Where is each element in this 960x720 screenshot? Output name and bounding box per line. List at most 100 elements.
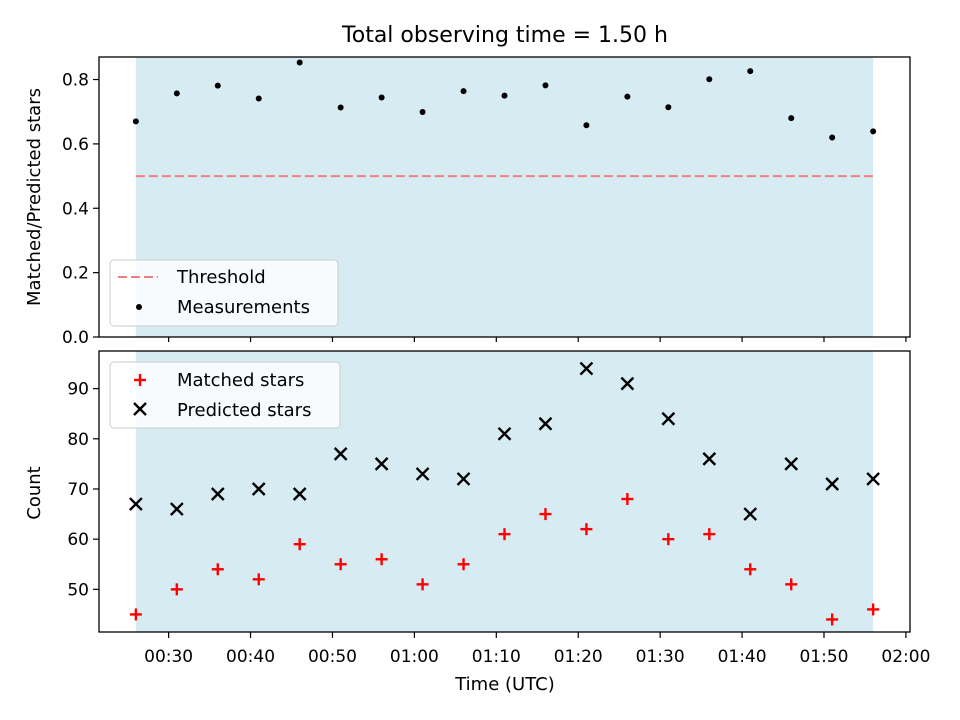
measurement-point [255, 95, 262, 102]
predicted-star-point [620, 376, 635, 391]
bottom-ytick-label: 80 [67, 430, 89, 450]
matched-star-point [170, 583, 183, 596]
predicted-star-point [661, 411, 676, 426]
predicted-star-point [743, 507, 758, 521]
predicted-stars-points [129, 361, 880, 521]
matched-star-point [252, 573, 265, 586]
matched-star-point [867, 603, 880, 616]
top-ytick-label: 0.2 [62, 264, 89, 284]
top-x-ticks [168, 337, 907, 342]
matched-star-point [826, 613, 839, 626]
predicted-star-point [538, 416, 553, 431]
top-legend: Threshold Measurements [109, 259, 339, 327]
predicted-star-point [129, 497, 143, 511]
chart-title: Total observing time = 1.50 h [341, 23, 668, 48]
legend-measurements-label: Measurements [177, 297, 310, 318]
measurement-point [132, 118, 139, 125]
predicted-star-point [374, 457, 389, 471]
measurement-point [542, 82, 549, 89]
bottom-ylabel: Count [24, 466, 45, 519]
top-panel: 0.00.20.40.60.8 Matched/Predicted stars … [24, 56, 911, 348]
measurement-point [870, 128, 877, 135]
xtick-label: 00:30 [144, 647, 193, 667]
predicted-star-point [866, 472, 880, 486]
matched-star-point [621, 493, 634, 506]
measurement-point [419, 109, 426, 116]
xtick-label: 02:00 [881, 647, 930, 667]
top-ytick-label: 0.6 [62, 135, 89, 155]
bottom-y-ticks: 50 60 70 80 90 [67, 380, 99, 600]
predicted-star-point [497, 426, 512, 441]
measurement-point [665, 104, 672, 111]
xtick-label: 01:50 [799, 647, 848, 667]
x-axis-label: Time (UTC) [454, 674, 555, 695]
bottom-ytick-label: 90 [67, 380, 89, 400]
matched-star-point [744, 563, 757, 576]
bottom-ytick-label: 50 [67, 580, 89, 600]
bottom-x-ticks: 00:30 00:40 00:50 01:00 01:10 01:20 01:30 01:40… [144, 632, 930, 667]
predicted-star-point [210, 487, 225, 501]
predicted-star-point [251, 482, 266, 496]
bottom-panel: 50 60 70 80 90 00:30 00:40 00:50 01:00 01:10 01:2… [24, 350, 930, 695]
measurement-point [747, 68, 754, 75]
bottom-ytick-label: 70 [67, 480, 89, 500]
xtick-label: 01:20 [554, 647, 603, 667]
predicted-star-point [169, 502, 184, 516]
measurement-point [829, 134, 836, 141]
measurement-point [460, 88, 467, 95]
top-ytick-label: 0.8 [62, 71, 89, 91]
xtick-label: 01:00 [390, 647, 439, 667]
xtick-label: 01:30 [636, 647, 685, 667]
matched-stars-points [129, 493, 880, 626]
legend-predicted-label: Predicted stars [177, 400, 311, 421]
matched-star-point [211, 563, 224, 576]
bottom-axes-frame [98, 350, 911, 633]
predicted-star-point [702, 452, 717, 466]
matched-star-point [334, 558, 347, 571]
matched-star-point [416, 578, 429, 591]
measurement-point [337, 104, 344, 111]
predicted-star-point [784, 457, 799, 471]
measurement-point [501, 92, 508, 99]
legend-matched-label: Matched stars [177, 370, 304, 391]
xtick-label: 00:50 [308, 647, 357, 667]
measurement-point [624, 93, 631, 100]
matched-star-point [129, 608, 142, 621]
top-ytick-label: 0.4 [62, 199, 89, 219]
top-axes-frame [98, 56, 911, 338]
matched-star-point [539, 508, 552, 521]
matched-star-point [375, 553, 388, 566]
top-ytick-label: 0.0 [62, 328, 89, 348]
bottom-ytick-label: 60 [67, 530, 89, 550]
legend-matched-swatch [134, 374, 146, 386]
xtick-label: 01:40 [718, 647, 767, 667]
matched-star-point [580, 523, 593, 536]
top-y-ticks: 0.0 0.2 0.4 0.6 0.8 [62, 71, 99, 348]
legend-threshold-label: Threshold [176, 267, 266, 288]
matched-star-point [662, 533, 675, 546]
measurement-point [583, 122, 590, 129]
matched-star-point [703, 528, 716, 541]
matched-star-point [785, 578, 798, 591]
legend-predicted-swatch [133, 402, 147, 416]
measurement-point [706, 76, 713, 83]
predicted-star-point [579, 361, 594, 376]
matched-star-point [498, 528, 511, 541]
predicted-star-point [415, 467, 430, 481]
predicted-star-point [825, 477, 840, 491]
measurement-point [378, 94, 385, 101]
predicted-star-point [456, 472, 471, 486]
predicted-star-point [292, 487, 307, 501]
xtick-label: 01:10 [472, 647, 521, 667]
predicted-star-point [333, 447, 348, 461]
legend-measurements-swatch [136, 304, 142, 310]
measurement-point [173, 90, 180, 97]
measurement-point [296, 59, 303, 66]
measurement-point [214, 82, 221, 89]
bottom-legend: Matched stars Predicted stars [109, 361, 341, 429]
matched-star-point [457, 558, 470, 571]
top-ylabel: Matched/Predicted stars [24, 88, 45, 306]
measurement-point [788, 115, 795, 122]
xtick-label: 00:40 [226, 647, 275, 667]
